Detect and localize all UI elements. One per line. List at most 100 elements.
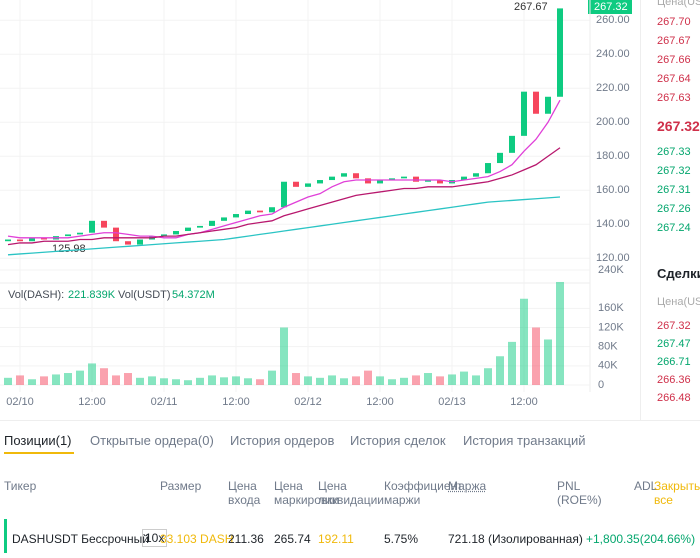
volume-bar <box>124 373 132 385</box>
tab[interactable]: История ордеров <box>230 433 335 448</box>
volume-bar <box>472 375 480 385</box>
candle <box>437 180 443 184</box>
candle <box>461 176 467 181</box>
last-price: 267.32 <box>594 1 628 13</box>
volume-bar <box>4 377 12 385</box>
column-header: Коэффициент маржи <box>384 479 463 507</box>
ma-line <box>7 196 561 256</box>
mid-price: 267.32 <box>657 118 700 134</box>
x-tick-label: 12:00 <box>366 396 394 408</box>
bid-price: 267.24 <box>657 222 691 234</box>
tab[interactable]: Позиции(1) <box>4 433 72 448</box>
cell: 5.75% <box>384 532 419 546</box>
trade-price: 266.48 <box>657 392 691 404</box>
column-header[interactable]: Закрыть все <box>654 479 700 507</box>
candle <box>29 237 35 242</box>
volume-bar <box>220 377 228 385</box>
candle <box>77 232 83 235</box>
trades-title: Сделки <box>657 266 700 281</box>
volume-bar <box>376 376 384 385</box>
chart: 267.67 125.98 267.32 Vol(DASH): 221.839K… <box>0 0 632 408</box>
ask-price: 267.67 <box>657 35 691 47</box>
candle <box>89 220 95 233</box>
x-tick-label: 12:00 <box>222 396 250 408</box>
trade-price: 266.71 <box>657 356 691 368</box>
y-tick-label: 240.00 <box>596 48 630 60</box>
candle <box>521 91 527 136</box>
candle <box>125 241 131 245</box>
volume-bar <box>424 373 432 385</box>
y-tick-label: 240K <box>598 264 624 276</box>
candle <box>413 176 419 182</box>
column-header: Тикер <box>4 479 37 493</box>
vol-label: Vol(DASH): <box>8 289 64 301</box>
y-tick-label: 160K <box>598 302 624 314</box>
candle <box>485 163 491 174</box>
x-tick-label: 02/10 <box>6 396 34 408</box>
volume-bar <box>364 370 372 385</box>
cell: 10x <box>142 529 168 547</box>
column-header: Размер <box>160 479 202 493</box>
volume-bar <box>40 376 48 385</box>
bid-price: 267.26 <box>657 203 691 215</box>
column-header: Маржа <box>448 479 487 493</box>
column-header: Цена маркировки <box>274 479 340 507</box>
tab[interactable]: Открытые ордера(0) <box>90 433 214 448</box>
volume-bar <box>400 377 408 385</box>
candle <box>233 214 239 218</box>
bid-price: 267.31 <box>657 184 691 196</box>
candle <box>473 173 479 177</box>
y-tick-label: 220.00 <box>596 82 630 94</box>
candle <box>545 96 551 114</box>
y-tick-label: 0 <box>598 379 604 391</box>
price-tag <box>588 0 632 14</box>
candle <box>497 152 503 164</box>
volume-bar <box>28 379 36 385</box>
ma-line <box>7 99 561 239</box>
ask-price: 267.70 <box>657 16 691 28</box>
volume-bar <box>208 375 216 385</box>
order-book: Цена(USDT) 267.70 267.67 267.66 267.64 267.6… <box>640 0 700 420</box>
candle <box>401 176 407 179</box>
x-tick-label: 02/13 <box>438 396 466 408</box>
candle <box>317 180 323 184</box>
volume-bar <box>316 377 324 385</box>
bid-price: 267.33 <box>657 146 691 158</box>
candle <box>533 91 539 114</box>
candle <box>425 180 431 182</box>
volume-bar <box>232 376 240 385</box>
volume-bar <box>160 378 168 385</box>
volume-bar <box>544 339 552 385</box>
volume-bar <box>508 341 516 385</box>
low-label: 125.98 <box>52 243 86 255</box>
volume-bar <box>448 374 456 385</box>
candle <box>389 178 395 181</box>
x-tick-label: 12:00 <box>78 396 106 408</box>
volume-bar <box>460 371 468 385</box>
volume-bar <box>352 376 360 385</box>
trade-price: 267.47 <box>657 338 691 350</box>
volume-bar <box>556 281 564 385</box>
cell: 192.11 <box>318 532 354 546</box>
volume-bar <box>112 375 120 385</box>
long-indicator <box>4 519 7 553</box>
bid-price: 267.32 <box>657 165 691 177</box>
ask-price: 267.63 <box>657 92 691 104</box>
tab[interactable]: История сделок <box>350 433 446 448</box>
candle <box>341 173 347 177</box>
volume-bar <box>100 368 108 385</box>
tab[interactable]: История транзакций <box>463 433 586 448</box>
ask-price: 267.66 <box>657 54 691 66</box>
candle <box>245 210 251 215</box>
high-label: 267.67 <box>514 1 548 13</box>
candle <box>161 234 167 237</box>
y-tick-label: 160.00 <box>596 184 630 196</box>
volume-bar <box>340 378 348 385</box>
candle <box>557 8 563 97</box>
candle <box>329 176 335 181</box>
candle <box>377 180 383 184</box>
volume-bar <box>292 373 300 385</box>
volume-bar <box>16 375 24 385</box>
volume-bar <box>76 370 84 385</box>
